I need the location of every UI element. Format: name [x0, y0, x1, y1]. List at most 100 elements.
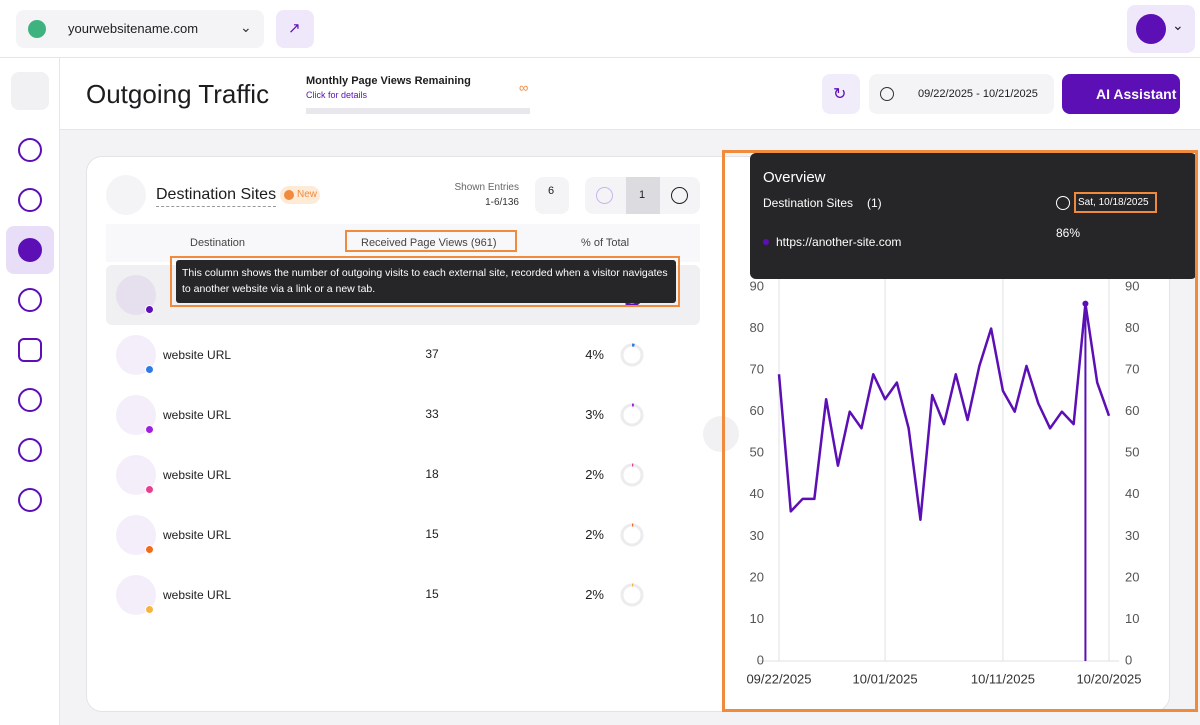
collapse-button[interactable] [11, 72, 49, 110]
donut-track [620, 343, 644, 367]
card-title: Destination Sites [156, 186, 277, 207]
donut-arc [620, 403, 644, 427]
views: 18 [425, 467, 439, 481]
prev-page[interactable] [596, 187, 613, 204]
y-tick-label: 40 [750, 486, 764, 501]
donut [620, 583, 644, 607]
avatar [1136, 14, 1166, 44]
nav-icon[interactable] [18, 438, 42, 462]
y2-tick-label: 60 [1125, 403, 1139, 418]
destination: website URL [163, 588, 232, 602]
page-size[interactable]: 6 [535, 177, 569, 214]
row-color-dot: #f26b1d [145, 545, 154, 554]
line-chart: 0 10 20 30 40 50 60 70 80 90 0 10 20 30 40 50 60 70 80 90 09… [746, 277, 1142, 686]
y-tick-label: 80 [750, 320, 764, 335]
tooltip-group: Destination Sites [763, 196, 854, 210]
nav-icon[interactable] [18, 138, 42, 162]
donut-arc [620, 583, 644, 607]
x-tick-label: 10/20/2025 [1076, 671, 1141, 686]
donut-track [620, 523, 644, 547]
y-tick-label: 90 [750, 278, 764, 293]
next-page[interactable] [671, 187, 688, 204]
page-title: Outgoing Traffic [86, 79, 270, 109]
y2-tick-label: 20 [1125, 569, 1139, 584]
column-tooltip: This column shows the number of outgoing… [176, 260, 676, 303]
y2-tick-label: 30 [1125, 528, 1139, 543]
chart-tooltip: Overview Destination Sites (1) Sat, 10/1… [750, 153, 1197, 279]
y2-tick-label: 90 [1125, 278, 1139, 293]
quota-title: Monthly Page Views Remaining [306, 75, 471, 87]
y-tick-label: 0 [757, 652, 764, 667]
quota-bar [306, 108, 530, 114]
views: 15 [425, 587, 439, 601]
x-tick-label: 10/01/2025 [853, 671, 918, 686]
nav-icon[interactable] [18, 188, 42, 212]
badge: New [280, 186, 320, 204]
donut-track [620, 403, 644, 427]
x-tick-label: 10/11/2025 [971, 671, 1035, 686]
donut [620, 343, 644, 367]
destination: website URL [163, 348, 232, 362]
pagination: 1 [585, 177, 700, 214]
page-size-value: 6 [548, 185, 555, 197]
y-tick-label: 30 [750, 528, 764, 543]
card-icon [106, 175, 146, 215]
y2-tick-label: 10 [1125, 611, 1139, 626]
ai-button[interactable]: AI Assistant [1062, 74, 1180, 114]
ai-button-label: AI Assistant [1096, 86, 1177, 102]
badge-label: New [297, 189, 318, 200]
views: 37 [425, 347, 439, 361]
donut [620, 463, 644, 487]
donut-track [620, 583, 644, 607]
donut-arc [620, 523, 644, 547]
date-range: 09/22/2025 - 10/21/2025 [918, 88, 1038, 100]
panel-toggle[interactable] [703, 416, 739, 452]
percent: 2% [585, 587, 604, 602]
refresh-button[interactable]: ↻ [822, 74, 860, 114]
current-page[interactable]: 1 [626, 177, 660, 214]
highlight-box [170, 256, 680, 307]
entries-label: Shown Entries [454, 182, 519, 193]
tooltip-title: Overview [763, 169, 826, 186]
tooltip-value: 86% [1056, 226, 1081, 240]
y2-tick-label: 40 [1125, 486, 1139, 501]
site-selector[interactable]: yourwebsitename.com ⌄ [16, 10, 264, 48]
percent: 3% [585, 407, 604, 422]
tooltip-site: https://another-site.com [776, 235, 902, 249]
entries-range: 1-6/136 [485, 197, 519, 208]
nav-icon[interactable] [18, 388, 42, 412]
highlight-box [345, 230, 517, 252]
y2-tick-label: 50 [1125, 445, 1139, 460]
percent: 2% [585, 467, 604, 482]
views: 33 [425, 407, 439, 421]
column-header[interactable]: Received Page Views (961) [361, 237, 497, 249]
quota-link[interactable]: Click for details [306, 90, 368, 100]
y-tick-label: 10 [750, 611, 764, 626]
y2-tick-label: 80 [1125, 320, 1139, 335]
y-tick-label: 20 [750, 569, 764, 584]
nav-icon[interactable] [18, 238, 42, 262]
nav-icon[interactable] [18, 338, 42, 362]
y-tick-label: 60 [750, 403, 764, 418]
row-color-dot: #5b0fb5 [145, 305, 154, 314]
destination: website URL [163, 408, 232, 422]
external-link-button[interactable]: ↗ [276, 10, 314, 48]
account-button[interactable]: ⌄ [1127, 5, 1195, 53]
highlight-box [722, 150, 1198, 712]
y-tick-label: 70 [750, 362, 764, 377]
nav-icon[interactable] [18, 488, 42, 512]
destination: website URL [163, 468, 232, 482]
chevron: ⌄ [240, 19, 252, 35]
nav-icon[interactable] [18, 288, 42, 312]
tooltip-date: Sat, 10/18/2025 [1078, 197, 1149, 208]
page-number: 1 [639, 189, 646, 201]
y-tick-label: 50 [750, 445, 764, 460]
views: 15 [425, 527, 439, 541]
percent: 2% [585, 527, 604, 542]
date-picker[interactable]: 09/22/2025 - 10/21/2025 [869, 74, 1054, 114]
x-tick-label: 09/22/2025 [746, 671, 811, 686]
column-header[interactable]: % of Total [581, 237, 630, 249]
tooltip-count: (1) [867, 196, 882, 210]
column-header[interactable]: Destination [190, 237, 246, 249]
destination: website URL [163, 528, 232, 542]
